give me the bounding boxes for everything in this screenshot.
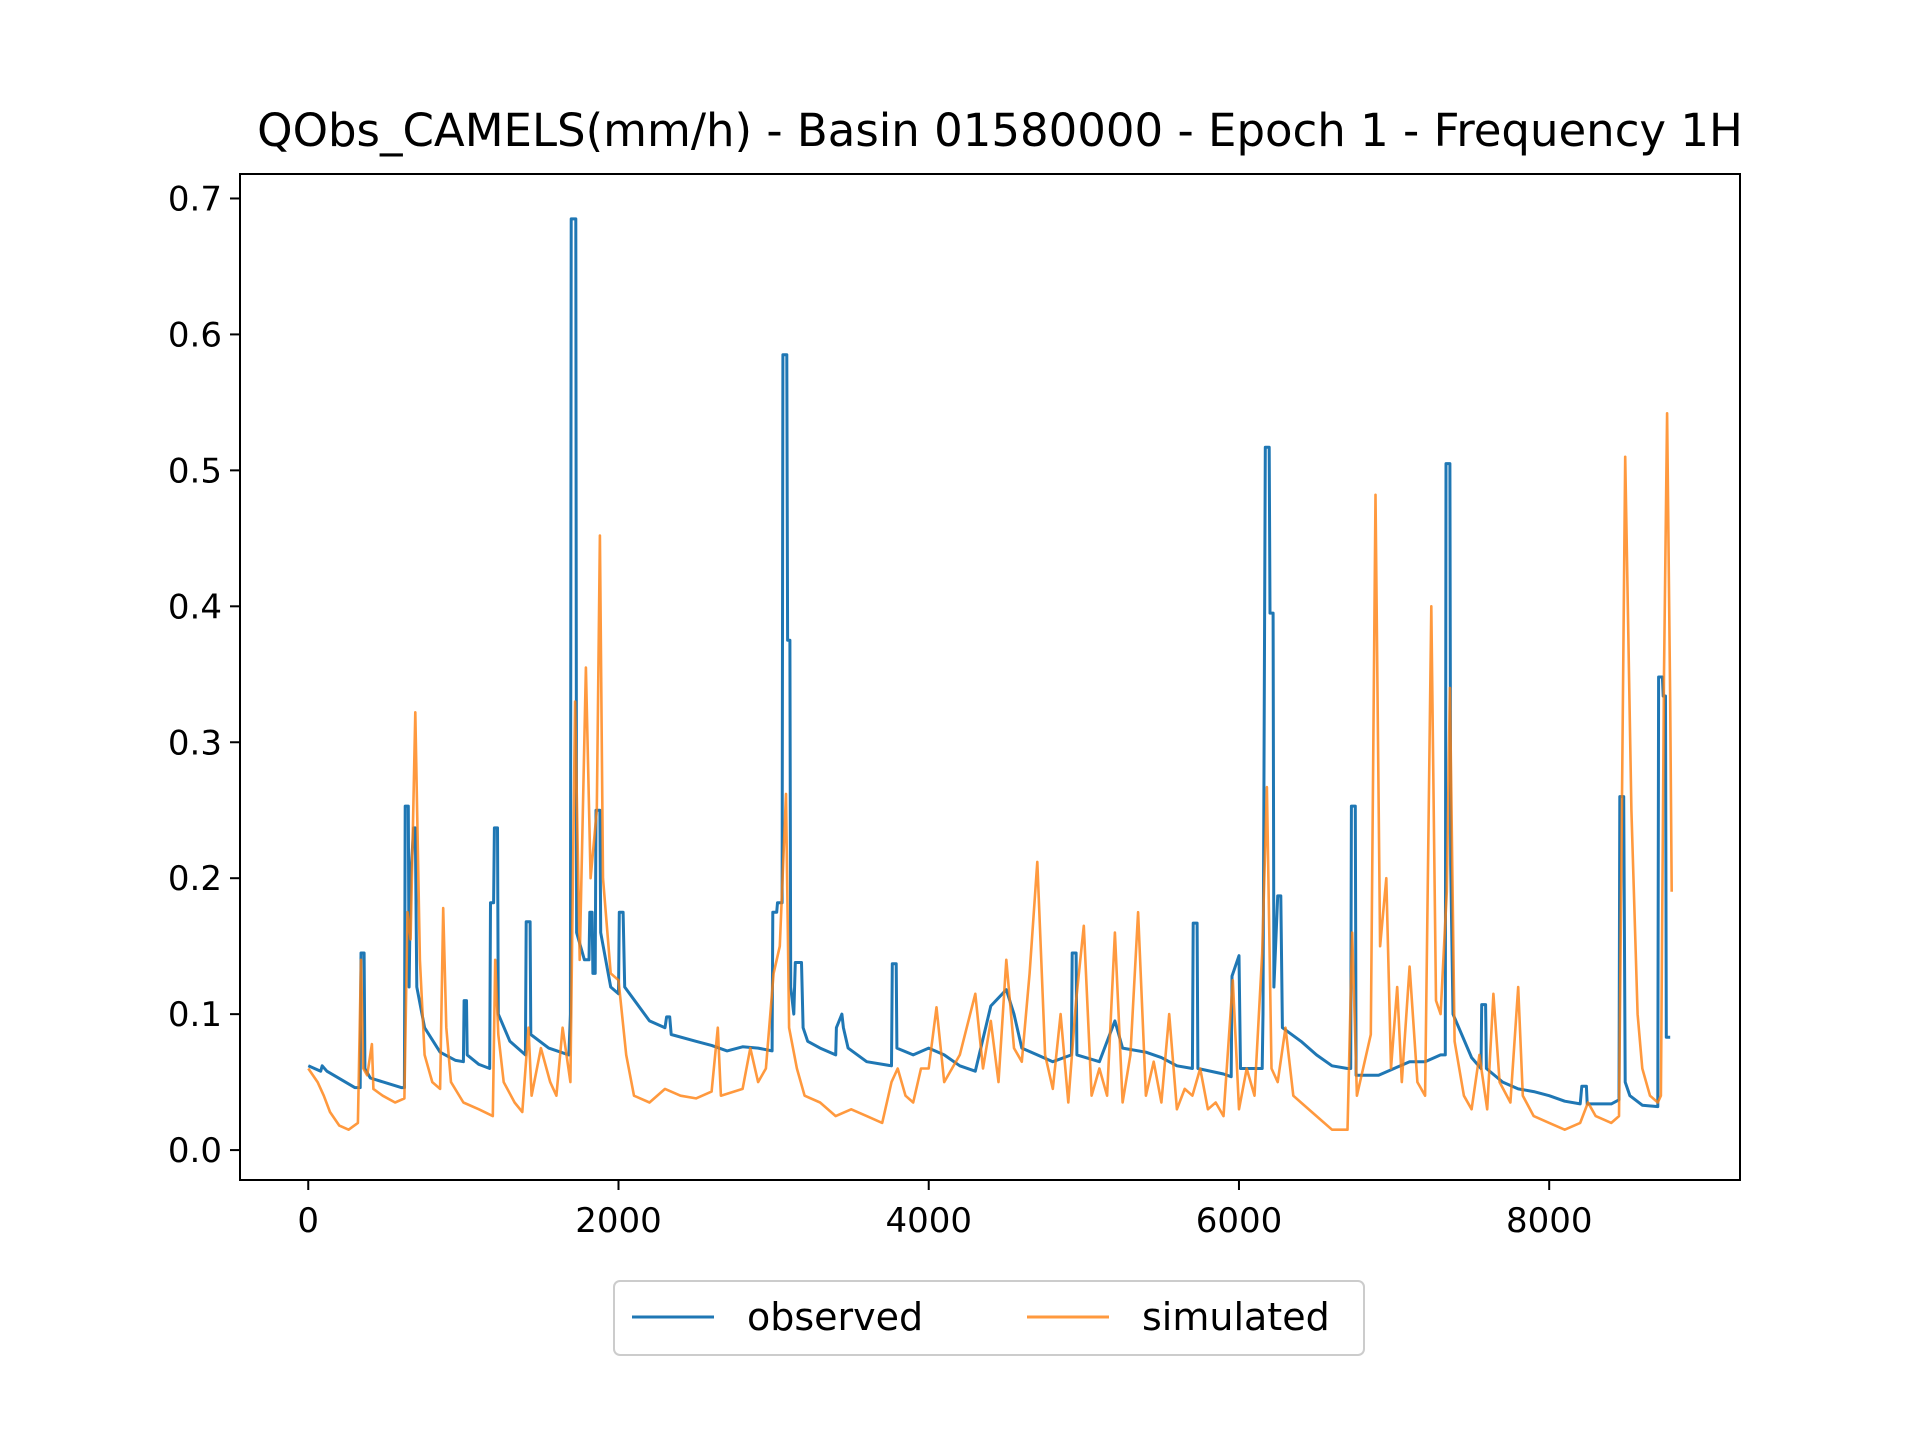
y-tick-label: 0.5 — [168, 451, 222, 491]
series-line-simulated — [307, 412, 1673, 1131]
x-tick-label: 2000 — [575, 1201, 662, 1241]
legend-label-observed: observed — [747, 1295, 923, 1339]
plot-frame — [239, 173, 1741, 1181]
x-tick-label: 8000 — [1506, 1201, 1593, 1241]
chart-title: QObs_CAMELS(mm/h) - Basin 01580000 - Epo… — [257, 104, 1743, 157]
series-line-observed — [307, 217, 1671, 1109]
legend: observed simulated — [613, 1280, 1365, 1356]
y-tick-label: 0.3 — [168, 723, 222, 763]
y-tick-label: 0.4 — [168, 587, 222, 627]
y-tick-label: 0.1 — [168, 995, 222, 1035]
x-tick-label: 6000 — [1196, 1201, 1283, 1241]
legend-box — [613, 1280, 1365, 1356]
x-axis: 0 2000 4000 6000 8000 — [297, 1180, 1592, 1241]
y-tick-label: 0.2 — [168, 859, 222, 899]
y-axis: 0.0 0.1 0.2 0.3 0.4 0.5 0.6 0.7 — [168, 179, 240, 1171]
y-tick-label: 0.7 — [168, 179, 222, 219]
x-tick-label: 4000 — [885, 1201, 972, 1241]
plot-lines — [307, 217, 1673, 1131]
x-tick-label: 0 — [297, 1201, 319, 1241]
legend-label-simulated: simulated — [1142, 1295, 1330, 1339]
y-tick-label: 0.0 — [168, 1131, 222, 1171]
y-tick-label: 0.6 — [168, 315, 222, 355]
